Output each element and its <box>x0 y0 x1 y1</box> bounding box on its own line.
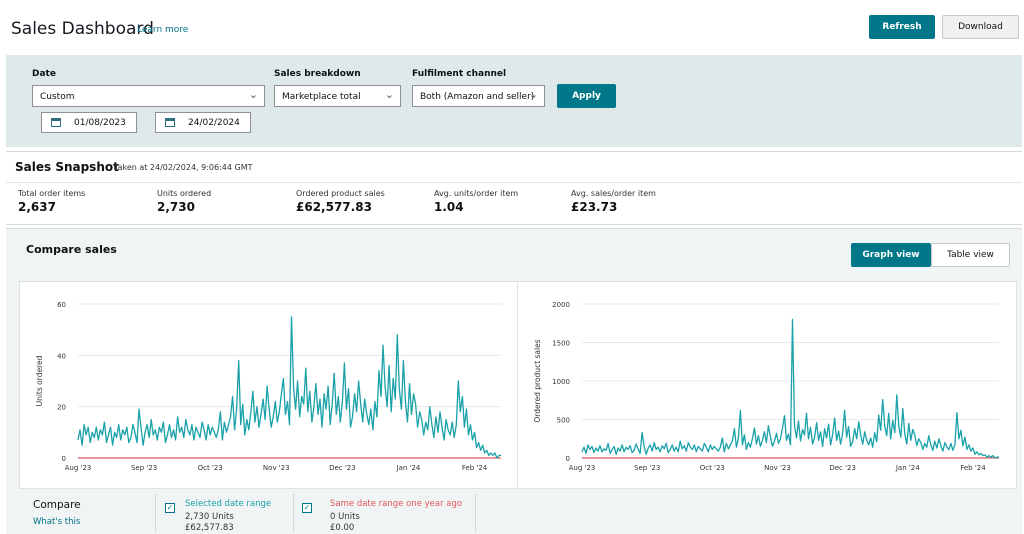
x-tick-label: Nov '23 <box>764 464 791 472</box>
x-tick-label: Dec '23 <box>329 464 356 472</box>
x-tick-label: Sep '23 <box>131 464 157 472</box>
chevron-down-icon: ⌄ <box>528 88 538 101</box>
calendar-icon <box>165 118 175 127</box>
legend-previous-year: ✓ Same date range one year ago 0 Units £… <box>293 493 476 533</box>
sales-chart: 0 500 1000 1500 2000 Ordered product sales Aug… <box>517 281 1017 489</box>
x-tick-label: Sep '23 <box>634 464 660 472</box>
series-line-current <box>77 316 501 459</box>
filter-panel: Date Custom ⌄ 01/08/2023 24/02/2024 Sale… <box>6 55 1022 147</box>
sales-snapshot: Sales Snapshot Taken at 24/02/2024, 9:06… <box>6 151 1022 225</box>
end-date-value: 24/02/2024 <box>188 118 240 128</box>
download-button[interactable]: Download <box>942 15 1019 39</box>
compare-label: Compare <box>33 499 81 511</box>
metric-label: Avg. sales/order item <box>571 189 656 198</box>
graph-view-button[interactable]: Graph view <box>851 243 931 267</box>
y-tick-label: 2000 <box>552 301 570 309</box>
compare-legend-row: Compare What's this ✓ Selected date rang… <box>0 493 1024 533</box>
title-bar: Sales Dashboard Learn more Refresh Downl… <box>0 0 1024 55</box>
y-tick-label: 60 <box>57 301 66 309</box>
legend-label: Selected date range <box>185 499 272 509</box>
chevron-down-icon: ⌄ <box>384 88 394 101</box>
metric-value: 1.04 <box>434 200 464 214</box>
sales-chart-svg: 0 500 1000 1500 2000 Ordered product sales Aug… <box>533 301 999 472</box>
x-tick-label: Aug '23 <box>569 464 596 472</box>
metric-value: 2,637 <box>18 200 56 214</box>
compare-sales-panel: Compare sales Graph view Table view 0 20 4… <box>6 228 1022 534</box>
x-tick-label: Feb '24 <box>960 464 986 472</box>
breakdown-select[interactable]: Marketplace total ⌄ <box>274 85 401 107</box>
fulfilment-select-value: Both (Amazon and seller) <box>420 92 535 102</box>
y-tick-label: 1500 <box>552 340 570 348</box>
checkbox-selected-range[interactable]: ✓ <box>165 503 175 513</box>
breakdown-select-value: Marketplace total <box>282 92 361 102</box>
checkbox-previous-year[interactable]: ✓ <box>302 503 312 513</box>
metric-label: Ordered product sales <box>296 189 385 198</box>
legend-units: 0 Units <box>330 512 360 522</box>
y-tick-label: 0 <box>566 455 570 463</box>
x-tick-label: Oct '23 <box>700 464 725 472</box>
legend-selected-range: ✓ Selected date range 2,730 Units £62,57… <box>155 493 294 533</box>
metric-label: Units ordered <box>157 189 212 198</box>
legend-units: 2,730 Units <box>185 512 234 522</box>
y-tick-label: 20 <box>57 404 66 412</box>
breakdown-label: Sales breakdown <box>274 69 361 79</box>
units-chart-svg: 0 20 40 60 Units ordered Aug '23 Sep '23 Oct '2… <box>35 301 501 472</box>
start-date-field[interactable]: 01/08/2023 <box>41 112 137 133</box>
apply-button[interactable]: Apply <box>557 84 616 108</box>
date-select-value: Custom <box>40 92 75 102</box>
date-label: Date <box>32 69 56 79</box>
snapshot-title: Sales Snapshot <box>15 160 119 174</box>
x-tick-label: Jan '24 <box>396 464 421 472</box>
y-axis-label: Units ordered <box>35 355 44 406</box>
calendar-icon <box>51 118 61 127</box>
y-tick-label: 500 <box>557 417 570 425</box>
metric-label: Avg. units/order item <box>434 189 519 198</box>
series-line-current <box>581 318 999 459</box>
fulfilment-label: Fulfilment channel <box>412 69 507 79</box>
compare-sales-title: Compare sales <box>26 243 117 256</box>
x-tick-label: Oct '23 <box>198 464 223 472</box>
legend-sales: £62,577.83 <box>185 523 234 533</box>
y-tick-label: 40 <box>57 352 66 360</box>
fulfilment-select[interactable]: Both (Amazon and seller) ⌄ <box>412 85 545 107</box>
end-date-field[interactable]: 24/02/2024 <box>155 112 251 133</box>
legend-label: Same date range one year ago <box>330 499 463 509</box>
x-tick-label: Nov '23 <box>263 464 290 472</box>
table-view-button[interactable]: Table view <box>931 243 1010 267</box>
y-tick-label: 0 <box>62 455 66 463</box>
snapshot-timestamp: Taken at 24/02/2024, 9:06:44 GMT <box>114 163 253 172</box>
metric-value: £62,577.83 <box>296 200 372 214</box>
x-tick-label: Aug '23 <box>65 464 92 472</box>
learn-more-link[interactable]: Learn more <box>137 25 189 35</box>
refresh-button[interactable]: Refresh <box>869 15 935 39</box>
x-tick-label: Dec '23 <box>829 464 856 472</box>
x-tick-label: Feb '24 <box>462 464 488 472</box>
whats-this-link[interactable]: What's this <box>33 517 81 527</box>
units-chart: 0 20 40 60 Units ordered Aug '23 Sep '23 Oct '2… <box>19 281 519 489</box>
metric-value: 2,730 <box>157 200 195 214</box>
start-date-value: 01/08/2023 <box>74 118 126 128</box>
snapshot-header: Sales Snapshot Taken at 24/02/2024, 9:06… <box>6 152 1022 183</box>
y-axis-label: Ordered product sales <box>533 339 542 422</box>
chevron-down-icon: ⌄ <box>248 88 258 101</box>
page-title: Sales Dashboard <box>11 19 154 39</box>
metric-label: Total order items <box>18 189 86 198</box>
metric-value: £23.73 <box>571 200 618 214</box>
legend-sales: £0.00 <box>330 523 355 533</box>
y-tick-label: 1000 <box>552 378 570 386</box>
date-select[interactable]: Custom ⌄ <box>32 85 265 107</box>
x-tick-label: Jan '24 <box>895 464 920 472</box>
